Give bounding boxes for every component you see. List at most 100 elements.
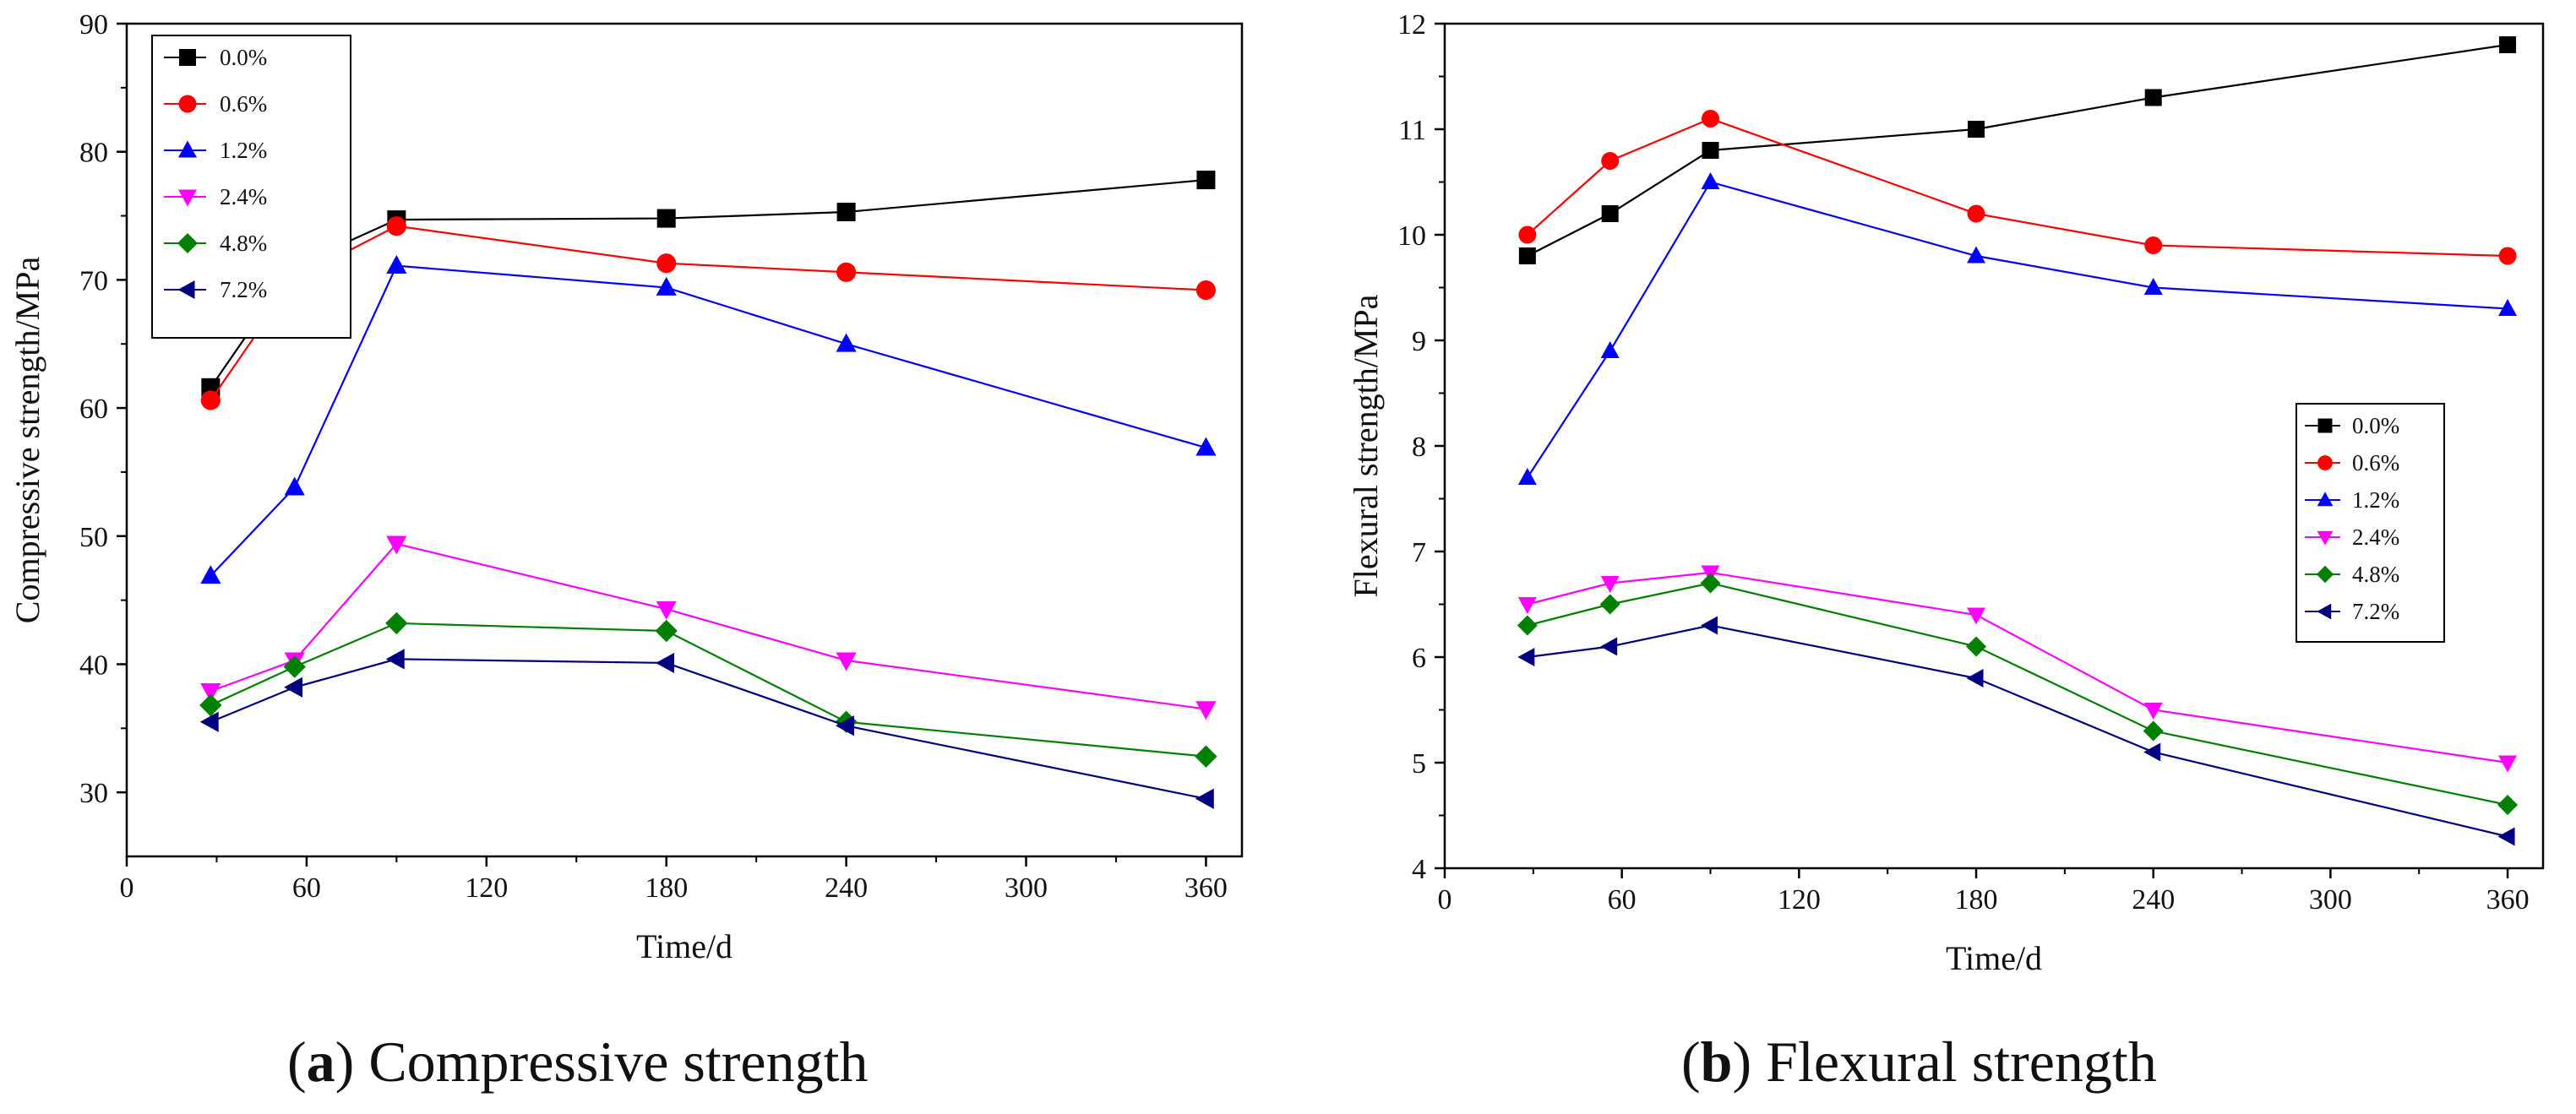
caption-b-tag: b	[1700, 1030, 1733, 1094]
series-b-0	[1518, 36, 2517, 264]
data-point-b-1	[1967, 204, 1985, 223]
data-point-a-2	[386, 255, 407, 274]
legend-marker-a-3	[178, 189, 197, 207]
data-point-a-4	[1195, 745, 1217, 768]
x-tick-label-b: 0	[1438, 884, 1452, 916]
legend-label-b-0: 0.0%	[2352, 413, 2399, 438]
data-point-b-4	[1599, 594, 1620, 615]
caption-b-text: Flexural strength	[1766, 1030, 2157, 1094]
series-line-b-2	[1526, 181, 2508, 479]
series-b-3	[1517, 565, 2518, 773]
x-tick-label-a: 0	[120, 872, 134, 904]
data-point-a-1	[656, 253, 677, 274]
legend-b: 0.0% 0.6% 1.2% 2.4% 4.8% 7.2%	[2296, 403, 2445, 643]
x-tick-label-a: 240	[825, 872, 868, 904]
data-point-a-4	[385, 611, 408, 635]
data-point-a-2	[1195, 437, 1217, 456]
y-tick-label-b: 9	[1412, 326, 1426, 357]
series-line-b-3	[1527, 571, 2508, 764]
legend-label-a-0: 0.0%	[220, 45, 267, 70]
data-point-b-1	[1702, 110, 1720, 128]
legend-marker-a-2	[178, 140, 197, 158]
legend-label-a-2: 1.2%	[220, 138, 267, 163]
x-tick-label-b: 180	[1955, 884, 1998, 916]
data-point-a-5	[1195, 788, 1214, 809]
x-tick-label-a: 180	[645, 872, 688, 904]
legend-marker-b-3	[2317, 530, 2334, 546]
y-tick-label-b: 5	[1412, 748, 1426, 780]
data-point-b-0	[2499, 36, 2517, 53]
data-point-a-1	[386, 216, 406, 236]
x-tick-label-b: 120	[1778, 884, 1821, 916]
series-line-a-3	[210, 542, 1206, 710]
legend-label-b-2: 1.2%	[2352, 487, 2399, 513]
legend-marker-b-1	[2317, 455, 2333, 470]
data-point-a-2	[284, 476, 305, 496]
data-point-b-4	[2143, 720, 2164, 742]
caption-a: (a) Compressive strength	[287, 1030, 869, 1094]
data-point-b-2	[1600, 341, 1620, 358]
series-a-3	[200, 535, 1217, 720]
y-tick-label-b: 12	[1397, 9, 1426, 41]
series-line-b-5	[1527, 624, 2508, 838]
y-tick-label-b: 10	[1397, 220, 1426, 252]
caption-a-text: Compressive strength	[368, 1030, 869, 1094]
data-point-a-3	[656, 600, 677, 620]
data-point-b-2	[1967, 246, 1986, 264]
data-point-a-5	[284, 677, 303, 698]
data-point-b-4	[1700, 573, 1721, 594]
y-tick-label-a: 40	[79, 649, 108, 681]
data-point-b-4	[1966, 636, 1987, 657]
data-point-b-5	[2497, 827, 2515, 846]
legend-marker-b-0	[2317, 418, 2333, 433]
data-point-a-1	[1195, 280, 1216, 301]
y-tick-label-b: 4	[1412, 854, 1426, 885]
data-point-a-3	[1195, 701, 1217, 720]
series-b-5	[1517, 616, 2515, 846]
data-point-a-2	[200, 565, 221, 584]
data-point-a-3	[386, 535, 407, 555]
x-tick-label-a: 120	[465, 872, 508, 904]
data-point-b-3	[1600, 576, 1620, 593]
data-point-a-4	[283, 655, 306, 678]
x-tick-label-b: 360	[2486, 884, 2530, 916]
legend-label-a-3: 2.4%	[220, 184, 267, 209]
data-point-a-4	[655, 619, 678, 643]
data-point-a-5	[835, 715, 854, 736]
data-point-b-3	[1517, 597, 1537, 614]
legend-marker-a-4	[177, 233, 198, 253]
plot-frame-a	[125, 22, 1244, 858]
data-point-b-2	[1701, 172, 1720, 189]
series-line-b-0	[1527, 43, 2508, 257]
legend-a: 0.0% 0.6% 1.2% 2.4% 4.8% 7.2%	[151, 35, 351, 339]
series-a-1	[200, 216, 1216, 410]
data-point-a-1	[836, 262, 857, 282]
y-tick-label-a: 30	[79, 778, 108, 809]
y-axis-label-a: Compressive strength/MPa	[8, 257, 46, 624]
data-point-b-3	[1967, 607, 1986, 625]
legend-marker-a-0	[179, 49, 196, 66]
data-point-b-2	[1517, 468, 1537, 485]
series-line-b-1	[1527, 117, 2508, 258]
series-b-1	[1518, 110, 2517, 265]
data-point-b-2	[2143, 278, 2163, 295]
chart-a: 0 60 120 180 240 300 360 30 40 50 60 70 80 90 Time/d Co…	[8, 9, 1244, 965]
legend-label-b-3: 2.4%	[2352, 524, 2399, 550]
data-point-b-3	[2498, 755, 2518, 773]
series-line-a-2	[210, 264, 1206, 577]
data-point-b-5	[1600, 637, 1618, 656]
y-tick-label-a: 60	[79, 394, 108, 425]
legend-label-b-5: 7.2%	[2352, 599, 2399, 624]
data-point-b-3	[2143, 703, 2163, 720]
series-line-b-4	[1527, 582, 2508, 807]
data-point-a-1	[200, 390, 221, 410]
x-axis-label-b: Time/d	[1946, 939, 2042, 977]
legend-label-a-1: 0.6%	[220, 91, 267, 117]
x-tick-label-a: 60	[292, 872, 321, 904]
data-point-a-0	[1196, 171, 1216, 190]
data-point-a-5	[656, 652, 675, 674]
data-point-b-4	[1517, 615, 1538, 636]
y-tick-label-b: 8	[1412, 432, 1426, 463]
data-point-a-0	[836, 202, 856, 221]
